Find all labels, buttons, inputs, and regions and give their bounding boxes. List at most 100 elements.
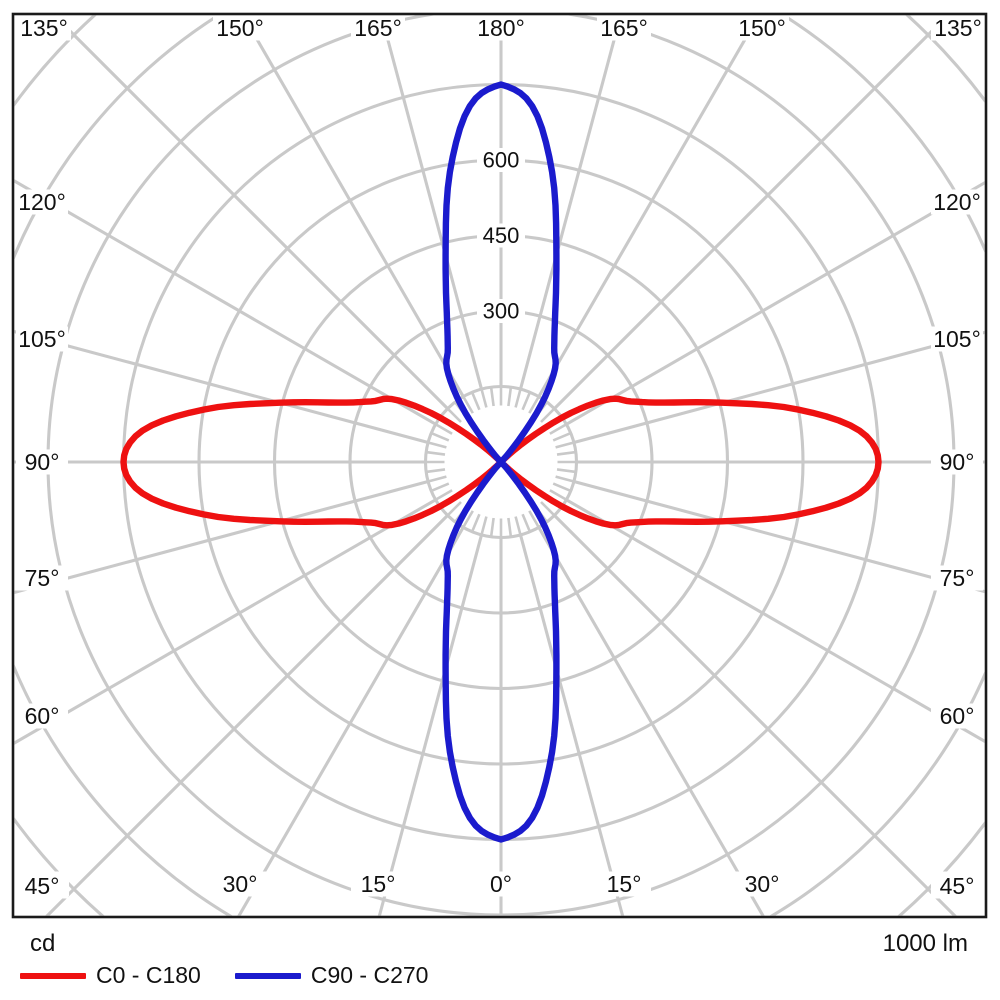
radial-tick-label: 450 (483, 223, 520, 248)
polar-grid-spoke (52, 15, 449, 410)
angle-label-bottom: 0° (490, 871, 512, 897)
polar-grid-tick (514, 516, 522, 536)
polar-grid-tick (480, 516, 488, 536)
curve-c90-c270 (442, 81, 560, 843)
legend-item-c90-c270: C90 - C270 (234, 962, 429, 989)
polar-grid-spoke (553, 15, 950, 410)
polar-grid-tick (556, 468, 577, 474)
legend-line-swatch-blue (234, 972, 301, 979)
polar-grid-tick (425, 450, 446, 456)
angle-label-right: 120° (933, 189, 981, 215)
label-mask (931, 449, 983, 475)
label-mask (16, 189, 68, 215)
angle-label-bottom: 15° (361, 871, 396, 897)
polar-grid-spoke (14, 330, 429, 444)
angle-label-left: 105° (18, 326, 66, 352)
plot-border (11, 12, 988, 919)
polar-grid-tick (425, 468, 446, 474)
angle-label-right: 75° (940, 565, 975, 591)
chart-footer: cd 1000 lm C0 - C180 C90 - C270 (0, 924, 1000, 1000)
polar-grid-tick (549, 489, 568, 501)
polar-grid-spoke (553, 514, 957, 916)
label-mask (16, 326, 68, 352)
label-mask (474, 15, 528, 41)
label-mask (597, 871, 651, 897)
polar-grid-tick (470, 391, 481, 411)
polar-grid-tick (462, 510, 474, 529)
angle-label-top: 135° (934, 15, 982, 41)
label-mask (16, 703, 68, 729)
label-mask (735, 15, 789, 41)
polar-grid-tick (434, 423, 453, 435)
radial-tick-label: 600 (483, 148, 520, 173)
radial-tick-label: 300 (483, 299, 520, 324)
angle-label-left: 60° (25, 703, 60, 729)
luminous-flux-label: 1000 lm (882, 930, 968, 957)
angle-label-bottom: 15° (607, 871, 642, 897)
polar-grid-spoke (537, 15, 761, 398)
angle-label-bottom: 30° (223, 871, 258, 897)
polar-grid-tick (556, 450, 577, 456)
polar-grid-spoke (519, 534, 625, 916)
angle-label-top: 150° (738, 15, 786, 41)
label-mask (16, 565, 68, 591)
polar-grid-tick (430, 482, 450, 493)
label-mask (931, 326, 983, 352)
label-mask (931, 873, 983, 899)
angle-label-top: 165° (600, 15, 648, 41)
polar-grid-spoke (565, 498, 985, 743)
polar-grid-spoke (45, 514, 449, 916)
polar-grid-tick (470, 513, 481, 533)
polar-grid-spoke (14, 480, 429, 594)
polar-grid-tick (430, 431, 450, 442)
label-mask (351, 871, 405, 897)
angle-label-top: 135° (20, 15, 68, 41)
polar-grid-tick (540, 501, 556, 517)
label-mask (16, 449, 68, 475)
legend-line-swatch-red (20, 972, 86, 979)
label-mask (16, 873, 68, 899)
polar-grid-tick (521, 391, 532, 411)
polar-grid-tick (521, 513, 532, 533)
polar-grid-tick (446, 407, 462, 423)
label-mask (597, 15, 651, 41)
polar-grid-spoke (379, 15, 483, 390)
angle-label-left: 120° (18, 189, 66, 215)
polar-grid-spoke (519, 15, 623, 390)
legend-label: C0 - C180 (96, 962, 201, 988)
polar-grid-tick (489, 386, 495, 407)
angle-label-top: 165° (354, 15, 402, 41)
polar-grid-spoke (537, 526, 765, 916)
polar-grid-tick (528, 510, 540, 529)
label-mask (931, 15, 985, 41)
polar-grid-spoke (241, 15, 465, 398)
legend: C0 - C180 C90 - C270 (20, 962, 428, 989)
angle-label-left: 90° (25, 449, 60, 475)
polar-grid-tick (427, 441, 447, 449)
label-mask (213, 871, 267, 897)
polar-grid-spoke (565, 181, 985, 426)
polar-grid-tick (489, 517, 495, 538)
polar-grid-tick (446, 501, 462, 517)
label-mask (474, 871, 528, 897)
angle-label-right: 90° (940, 449, 975, 475)
label-mask (931, 703, 983, 729)
angle-label-right: 60° (940, 703, 975, 729)
legend-item-c0-c180: C0 - C180 (20, 962, 201, 989)
polar-grid-spoke (573, 330, 985, 444)
angle-label-top: 180° (477, 15, 525, 41)
polar-grid-tick (514, 388, 522, 408)
angle-label-top: 150° (216, 15, 264, 41)
polar-grid-spoke (14, 498, 437, 745)
label-mask (351, 15, 405, 41)
legend-label: C90 - C270 (310, 962, 429, 988)
angle-label-bottom: 30° (745, 871, 780, 897)
polar-grid-tick (434, 489, 453, 501)
polar-grid-spoke (573, 480, 985, 594)
label-mask (477, 148, 525, 172)
label-mask (477, 299, 525, 323)
angle-label-left: 45° (25, 873, 60, 899)
units-label: cd (30, 930, 56, 957)
